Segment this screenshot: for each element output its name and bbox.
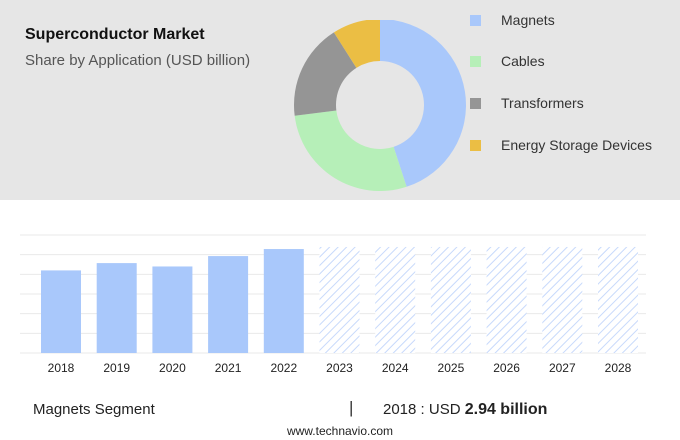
donut-chart (294, 20, 466, 191)
legend-label-energy-storage: Energy Storage Devices (501, 137, 652, 153)
legend-label-magnets: Magnets (501, 12, 555, 28)
bar-2018 (41, 270, 81, 353)
legend-item-magnets: Magnets (470, 10, 555, 30)
x-tick-2018: 2018 (48, 361, 75, 375)
x-tick-2024: 2024 (382, 361, 409, 375)
donut-slice-energy-storage-devices (333, 20, 380, 68)
legend-swatch-energy-storage (470, 139, 481, 151)
chart-title: Superconductor Market (25, 26, 205, 43)
footer-divider: | (349, 398, 354, 417)
donut-slice-transformers (294, 32, 357, 116)
forecast-bar-2027 (542, 246, 583, 353)
legend-item-transformers: Transformers (470, 93, 584, 113)
donut-slice-cables (294, 110, 407, 191)
bar-2021 (208, 256, 249, 353)
forecast-bar-2024 (375, 246, 416, 353)
x-tick-2025: 2025 (438, 361, 465, 375)
legend-label-cables: Cables (501, 53, 545, 69)
forecast-bar-2026 (486, 246, 527, 353)
forecast-bar-2025 (430, 246, 471, 353)
x-tick-2021: 2021 (215, 361, 242, 375)
bar-chart: 2018 2019 2020 2021 2022 2023 2024 2025 2026 2027… (20, 234, 646, 375)
x-tick-2028: 2028 (605, 361, 632, 375)
bar-2022 (263, 249, 304, 353)
bar-2020 (152, 266, 193, 353)
segment-value-amount: 2.94 billion (464, 401, 548, 418)
source-link[interactable]: www.technavio.com (286, 424, 394, 438)
segment-year-label: 2018 : USD (383, 401, 461, 418)
x-tick-2023: 2023 (326, 361, 353, 375)
bar-2019 (96, 263, 137, 353)
x-tick-2026: 2026 (493, 361, 520, 375)
x-tick-2019: 2019 (103, 361, 130, 375)
legend-swatch-transformers (470, 97, 481, 109)
legend-item-cables: Cables (470, 51, 545, 71)
legend-swatch-magnets (470, 14, 481, 26)
forecast-bar-2028 (598, 246, 638, 353)
x-tick-2020: 2020 (159, 361, 186, 375)
legend-label-transformers: Transformers (501, 95, 584, 111)
legend-swatch-cables (470, 55, 481, 67)
x-tick-2027: 2027 (549, 361, 576, 375)
segment-label: Magnets Segment (33, 401, 155, 418)
legend-item-energy-storage: Energy Storage Devices (470, 135, 652, 155)
x-tick-2022: 2022 (270, 361, 297, 375)
segment-value: 2018 : USD 2.94 billion (383, 401, 547, 419)
donut-slice-magnets (380, 20, 466, 187)
forecast-bar-2023 (319, 246, 360, 353)
chart-subtitle: Share by Application (USD billion) (25, 52, 251, 69)
